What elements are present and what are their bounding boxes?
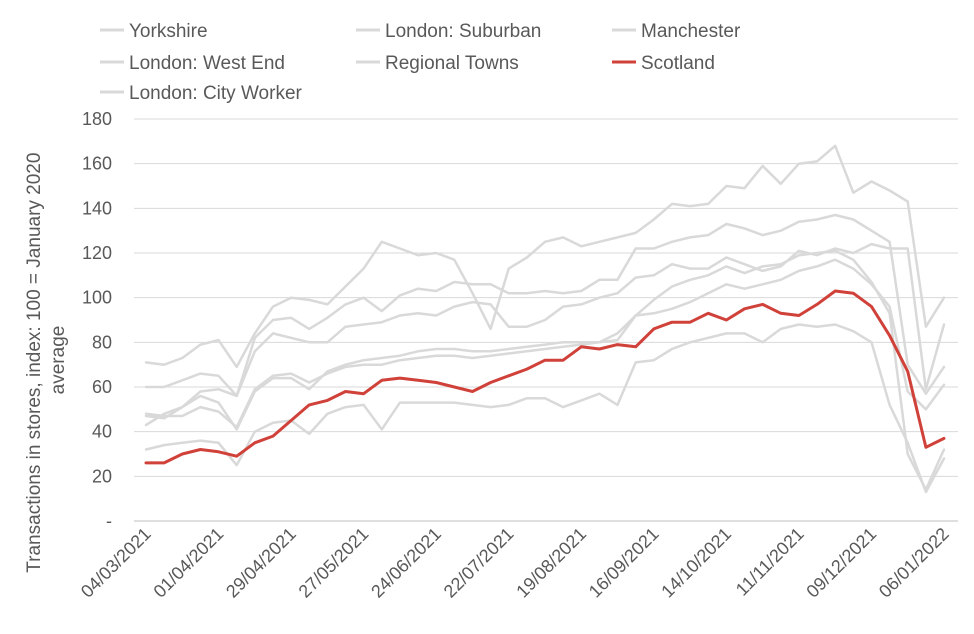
- legend-label: Scotland: [641, 53, 715, 74]
- y-tick-label: 20: [92, 466, 112, 486]
- x-tick-label: 04/03/2021: [77, 524, 155, 602]
- y-axis-label-line2: average: [48, 326, 69, 395]
- y-tick-label: 40: [92, 422, 112, 442]
- x-tick-label: 24/06/2021: [367, 524, 445, 602]
- x-tick-label: 01/04/2021: [150, 524, 228, 602]
- y-tick-label: 160: [82, 154, 112, 174]
- legend-item-scotland: Scotland: [612, 53, 715, 74]
- x-tick-label: 09/12/2021: [802, 524, 880, 602]
- legend-label: Yorkshire: [129, 21, 208, 42]
- y-tick-label: 60: [92, 377, 112, 397]
- y-tick-label: 180: [82, 109, 112, 129]
- series-line-scotland: [144, 289, 946, 465]
- legend-label: London: City Worker: [129, 83, 303, 104]
- legend-item-yorkshire: Yorkshire: [100, 21, 208, 42]
- x-tick-label: 22/07/2021: [440, 524, 518, 602]
- y-axis-label-line1: Transactions in stores, index: 100 = Jan…: [24, 153, 45, 573]
- legend-label: London: West End: [129, 53, 285, 74]
- x-axis: 04/03/202101/04/202129/04/202127/05/2021…: [77, 520, 958, 602]
- series-line-london-suburban: [144, 213, 946, 398]
- legend-label: London: Suburban: [385, 21, 541, 42]
- x-tick-label: 06/01/2022: [875, 524, 953, 602]
- series-background: [144, 144, 946, 494]
- series-line-london-city-worker: [144, 323, 946, 494]
- y-tick-label: 100: [82, 288, 112, 308]
- x-tick-label: 14/10/2021: [657, 524, 735, 602]
- series-highlight: [144, 289, 946, 465]
- legend-item-london-suburban: London: Suburban: [356, 21, 541, 42]
- legend-label: Regional Towns: [385, 53, 519, 74]
- y-axis-ticks: - 20 40 60 80 100 120 140 160 180: [82, 109, 112, 531]
- x-tick-label: 27/05/2021: [295, 524, 373, 602]
- legend-item-london-city-worker: London: City Worker: [100, 83, 303, 104]
- x-tick-label: 16/09/2021: [585, 524, 663, 602]
- y-axis-label: Transactions in stores, index: 100 = Jan…: [24, 147, 69, 572]
- x-tick-label: 29/04/2021: [222, 524, 300, 602]
- x-tick-label: 11/11/2021: [732, 524, 808, 600]
- y-tick-label: 120: [82, 243, 112, 263]
- series-line-regional-towns: [144, 242, 946, 420]
- legend: Yorkshire London: Suburban Manchester Londo…: [100, 21, 741, 104]
- x-tick-label: 19/08/2021: [512, 524, 590, 602]
- y-tick-label: -: [106, 511, 112, 531]
- series-line-london-west-end: [144, 249, 946, 491]
- series-line-manchester: [144, 258, 946, 429]
- legend-label: Manchester: [641, 21, 741, 42]
- legend-item-regional-towns: Regional Towns: [356, 53, 519, 74]
- legend-item-london-west-end: London: West End: [100, 53, 285, 74]
- gridlines: [134, 118, 958, 477]
- y-tick-label: 80: [92, 332, 112, 352]
- y-tick-label: 140: [82, 198, 112, 218]
- series-line-yorkshire: [144, 144, 946, 369]
- legend-item-manchester: Manchester: [612, 21, 741, 42]
